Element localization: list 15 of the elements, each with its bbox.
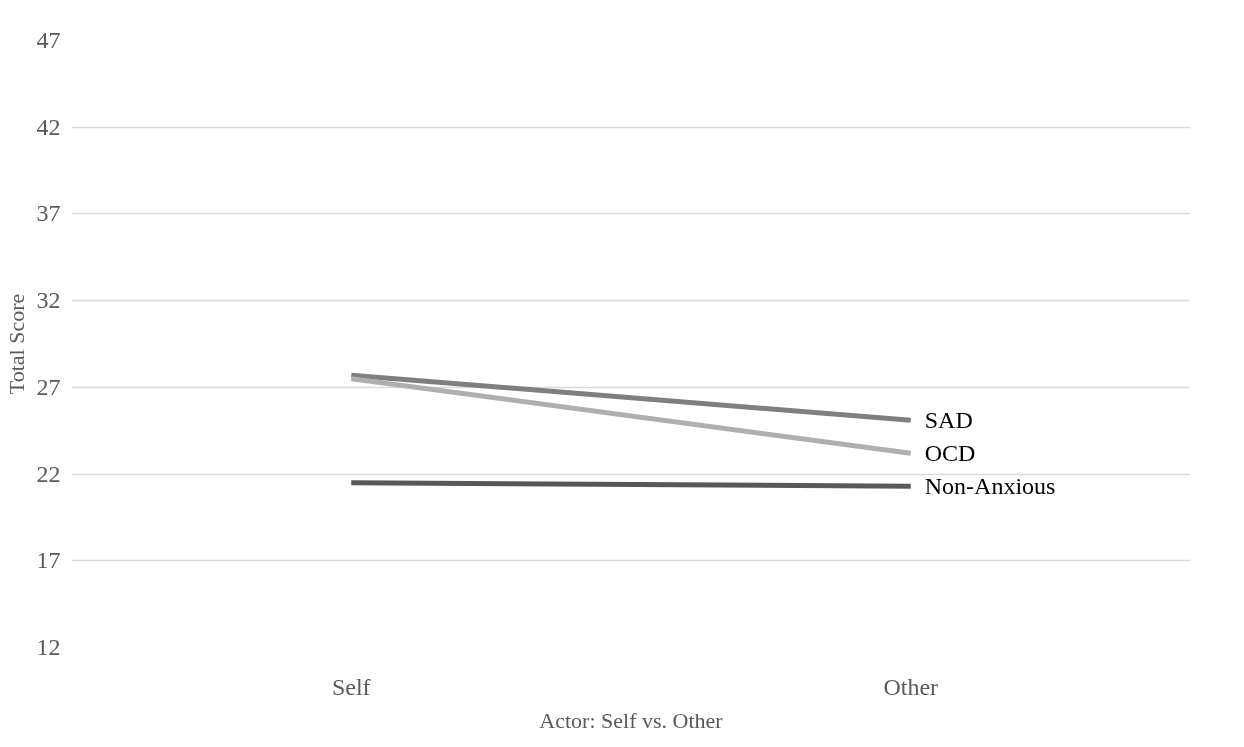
- y-tick-label: 47: [36, 27, 61, 53]
- x-axis-title: Actor: Self vs. Other: [539, 707, 724, 733]
- y-axis-title: Total Score: [3, 293, 29, 395]
- series-label: OCD: [924, 440, 976, 467]
- y-tick-label: 32: [36, 287, 61, 314]
- y-tick-label: 17: [36, 547, 61, 574]
- y-tick-label: 37: [36, 200, 61, 227]
- y-tick-label: 42: [36, 113, 61, 140]
- y-tick-label: 12: [36, 634, 61, 660]
- y-tick-label: 22: [36, 460, 61, 487]
- x-tick-label: Self: [331, 673, 371, 700]
- y-tick-label: 27: [36, 373, 61, 400]
- series-label: Non-Anxious: [924, 473, 1056, 500]
- series-label: SAD: [924, 407, 973, 434]
- x-tick-label: Other: [883, 673, 939, 700]
